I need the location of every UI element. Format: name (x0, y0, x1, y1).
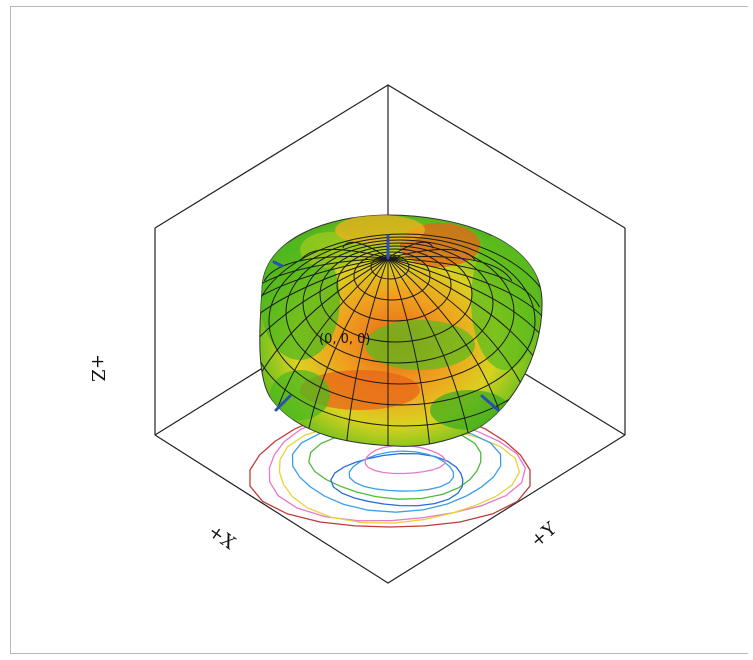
surface-patch (365, 320, 475, 370)
surface-patch (300, 370, 420, 410)
contour-line (364, 444, 447, 475)
mesh-parallel (302, 242, 494, 364)
mesh-meridian (387, 257, 543, 371)
mesh-meridian (387, 257, 476, 447)
mesh-parallel (285, 239, 515, 385)
mesh-meridian (259, 257, 389, 403)
mesh-meridian (263, 256, 389, 282)
cube-bottom-edges (154, 434, 626, 584)
y-axis-marker (480, 394, 500, 412)
mesh-meridian (259, 257, 389, 338)
y-axis-label: +Y (527, 518, 562, 552)
mesh-meridian (387, 257, 540, 308)
origin-label: (0, 0, 0) (319, 332, 371, 347)
mesh-meridian (300, 257, 389, 447)
mesh-meridian (259, 257, 389, 434)
mesh-parallel (268, 236, 536, 406)
mesh-meridian (387, 248, 476, 262)
mesh-meridian (387, 257, 543, 403)
x-axis-marker (274, 394, 292, 412)
mesh-parallel (259, 233, 543, 427)
surface-patch (270, 370, 330, 420)
contour-line (348, 450, 455, 492)
mesh-meridian (387, 257, 543, 338)
mesh-meridian (387, 241, 434, 259)
mesh-meridian (342, 241, 389, 259)
x-axis-label: +X (204, 521, 239, 554)
mesh-parallel (319, 245, 473, 343)
mesh-parallel (370, 254, 410, 280)
cube-top-edges (154, 84, 626, 229)
mesh-meridian (342, 257, 389, 447)
mesh-parallel (353, 251, 431, 301)
mesh-meridian (387, 257, 434, 447)
surface-patch (471, 230, 539, 370)
mesh-meridian (259, 257, 389, 308)
mesh-parallel (336, 248, 452, 322)
mesh-meridian (259, 257, 389, 371)
axis-markers (272, 234, 500, 412)
side-marker (272, 260, 284, 268)
z-axis-label: +Z (87, 354, 108, 382)
mesh-meridian (387, 256, 513, 282)
radiation-surface (259, 214, 543, 447)
